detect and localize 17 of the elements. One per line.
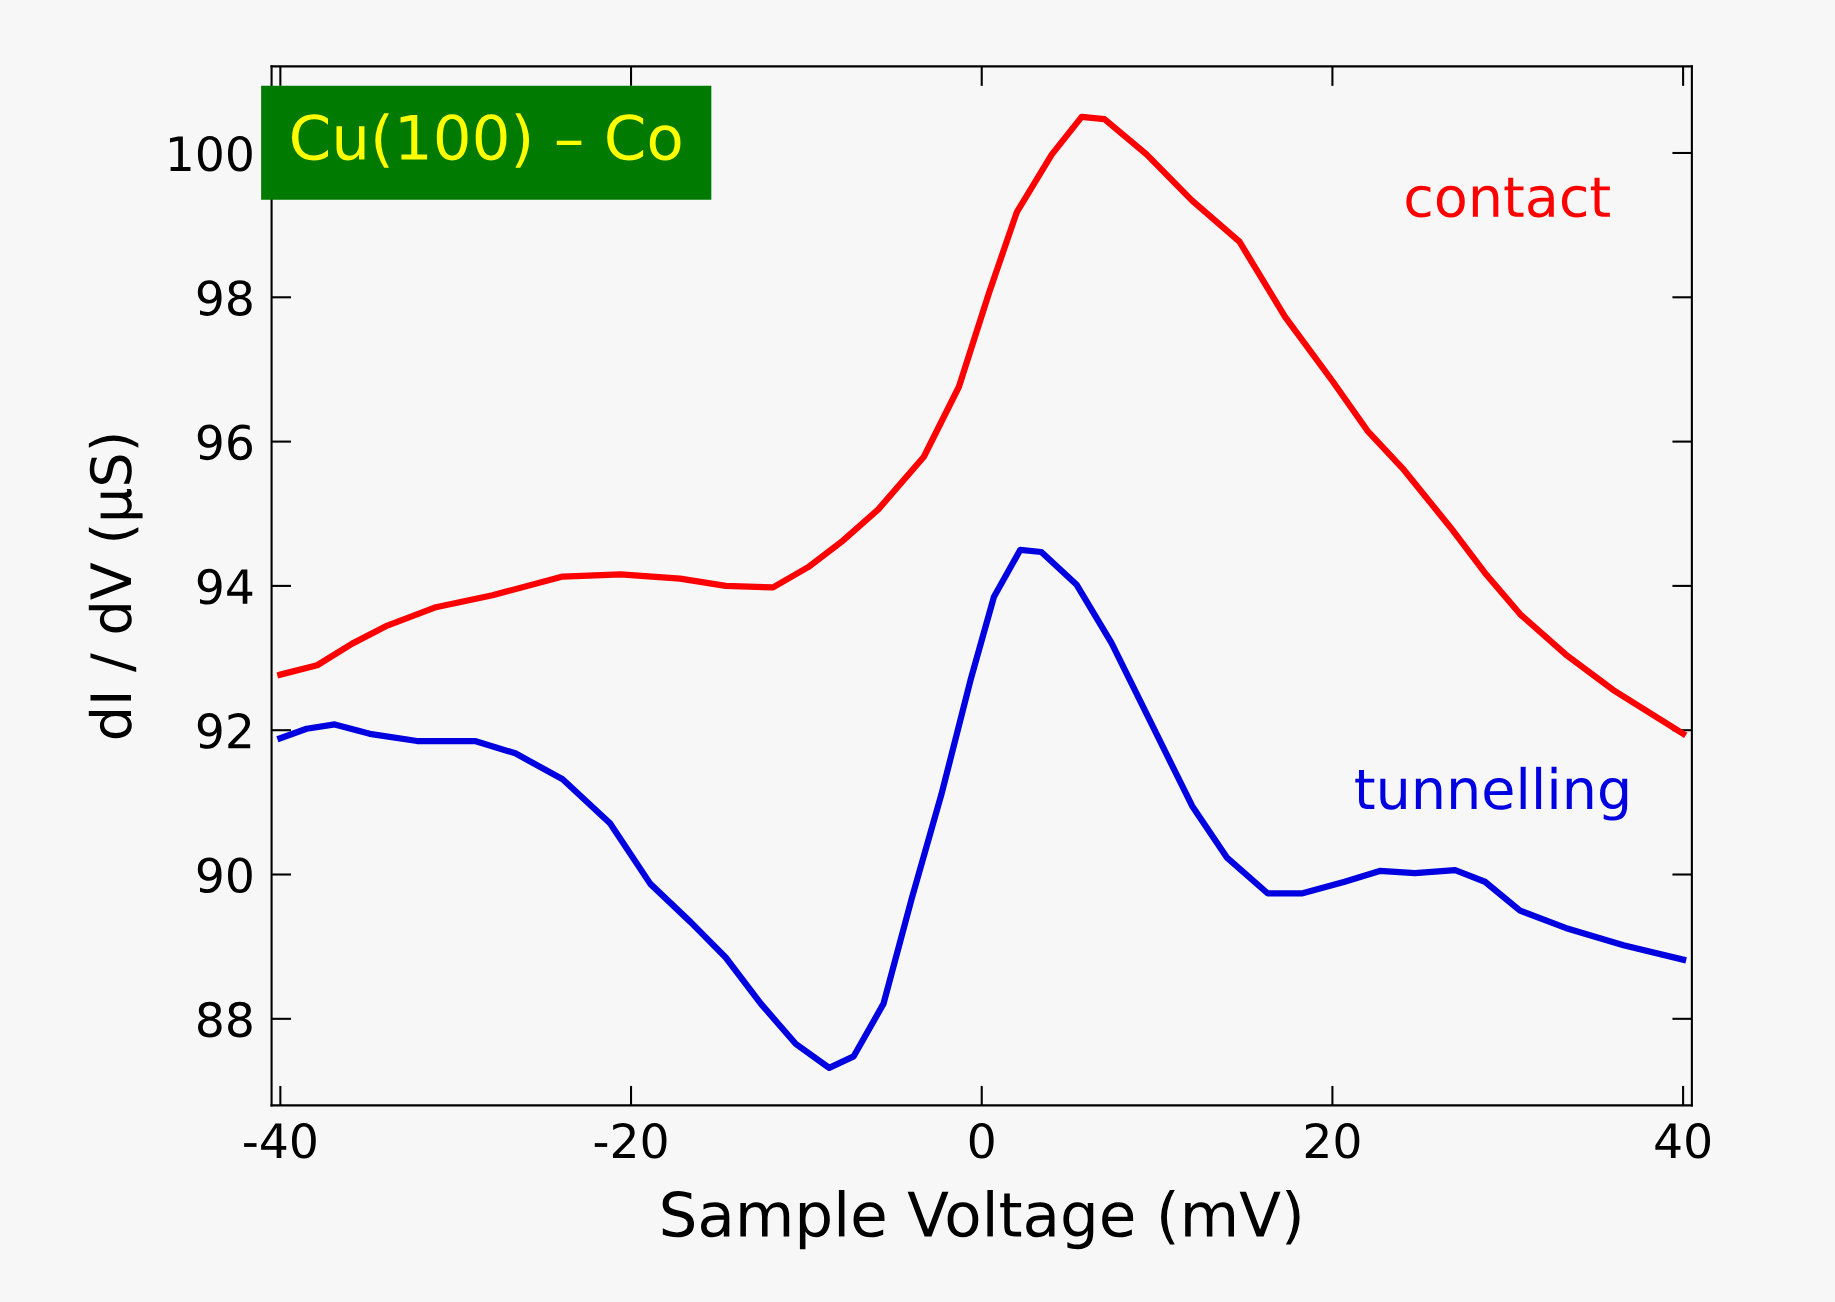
text: contact (1406, 177, 1610, 218)
y-tick-label: 100 (169, 135, 252, 172)
x-tick-label: 0 (969, 1122, 994, 1159)
y-tick-label: 98 (197, 280, 252, 316)
y-tick-label: 88 (198, 1001, 252, 1038)
y-tick-label: 94 (197, 568, 253, 605)
x-tick-label: 40 (1655, 1122, 1711, 1159)
y-tick-label: 96 (197, 424, 252, 461)
y-axis-title: dI / dV (µS) (88, 435, 143, 739)
y-tick-label: 92 (197, 713, 251, 749)
x-tick-label: -40 (244, 1122, 316, 1159)
x-tick-label: -20 (594, 1122, 667, 1159)
y-tick-label: 90 (197, 857, 252, 894)
x-tick-label: 20 (1305, 1122, 1360, 1159)
series-label: tunnelling (1355, 766, 1628, 821)
x-axis-title: Sample Voltage (mV) (662, 1189, 1300, 1250)
annotation: Cu(100) – Co (292, 113, 681, 168)
